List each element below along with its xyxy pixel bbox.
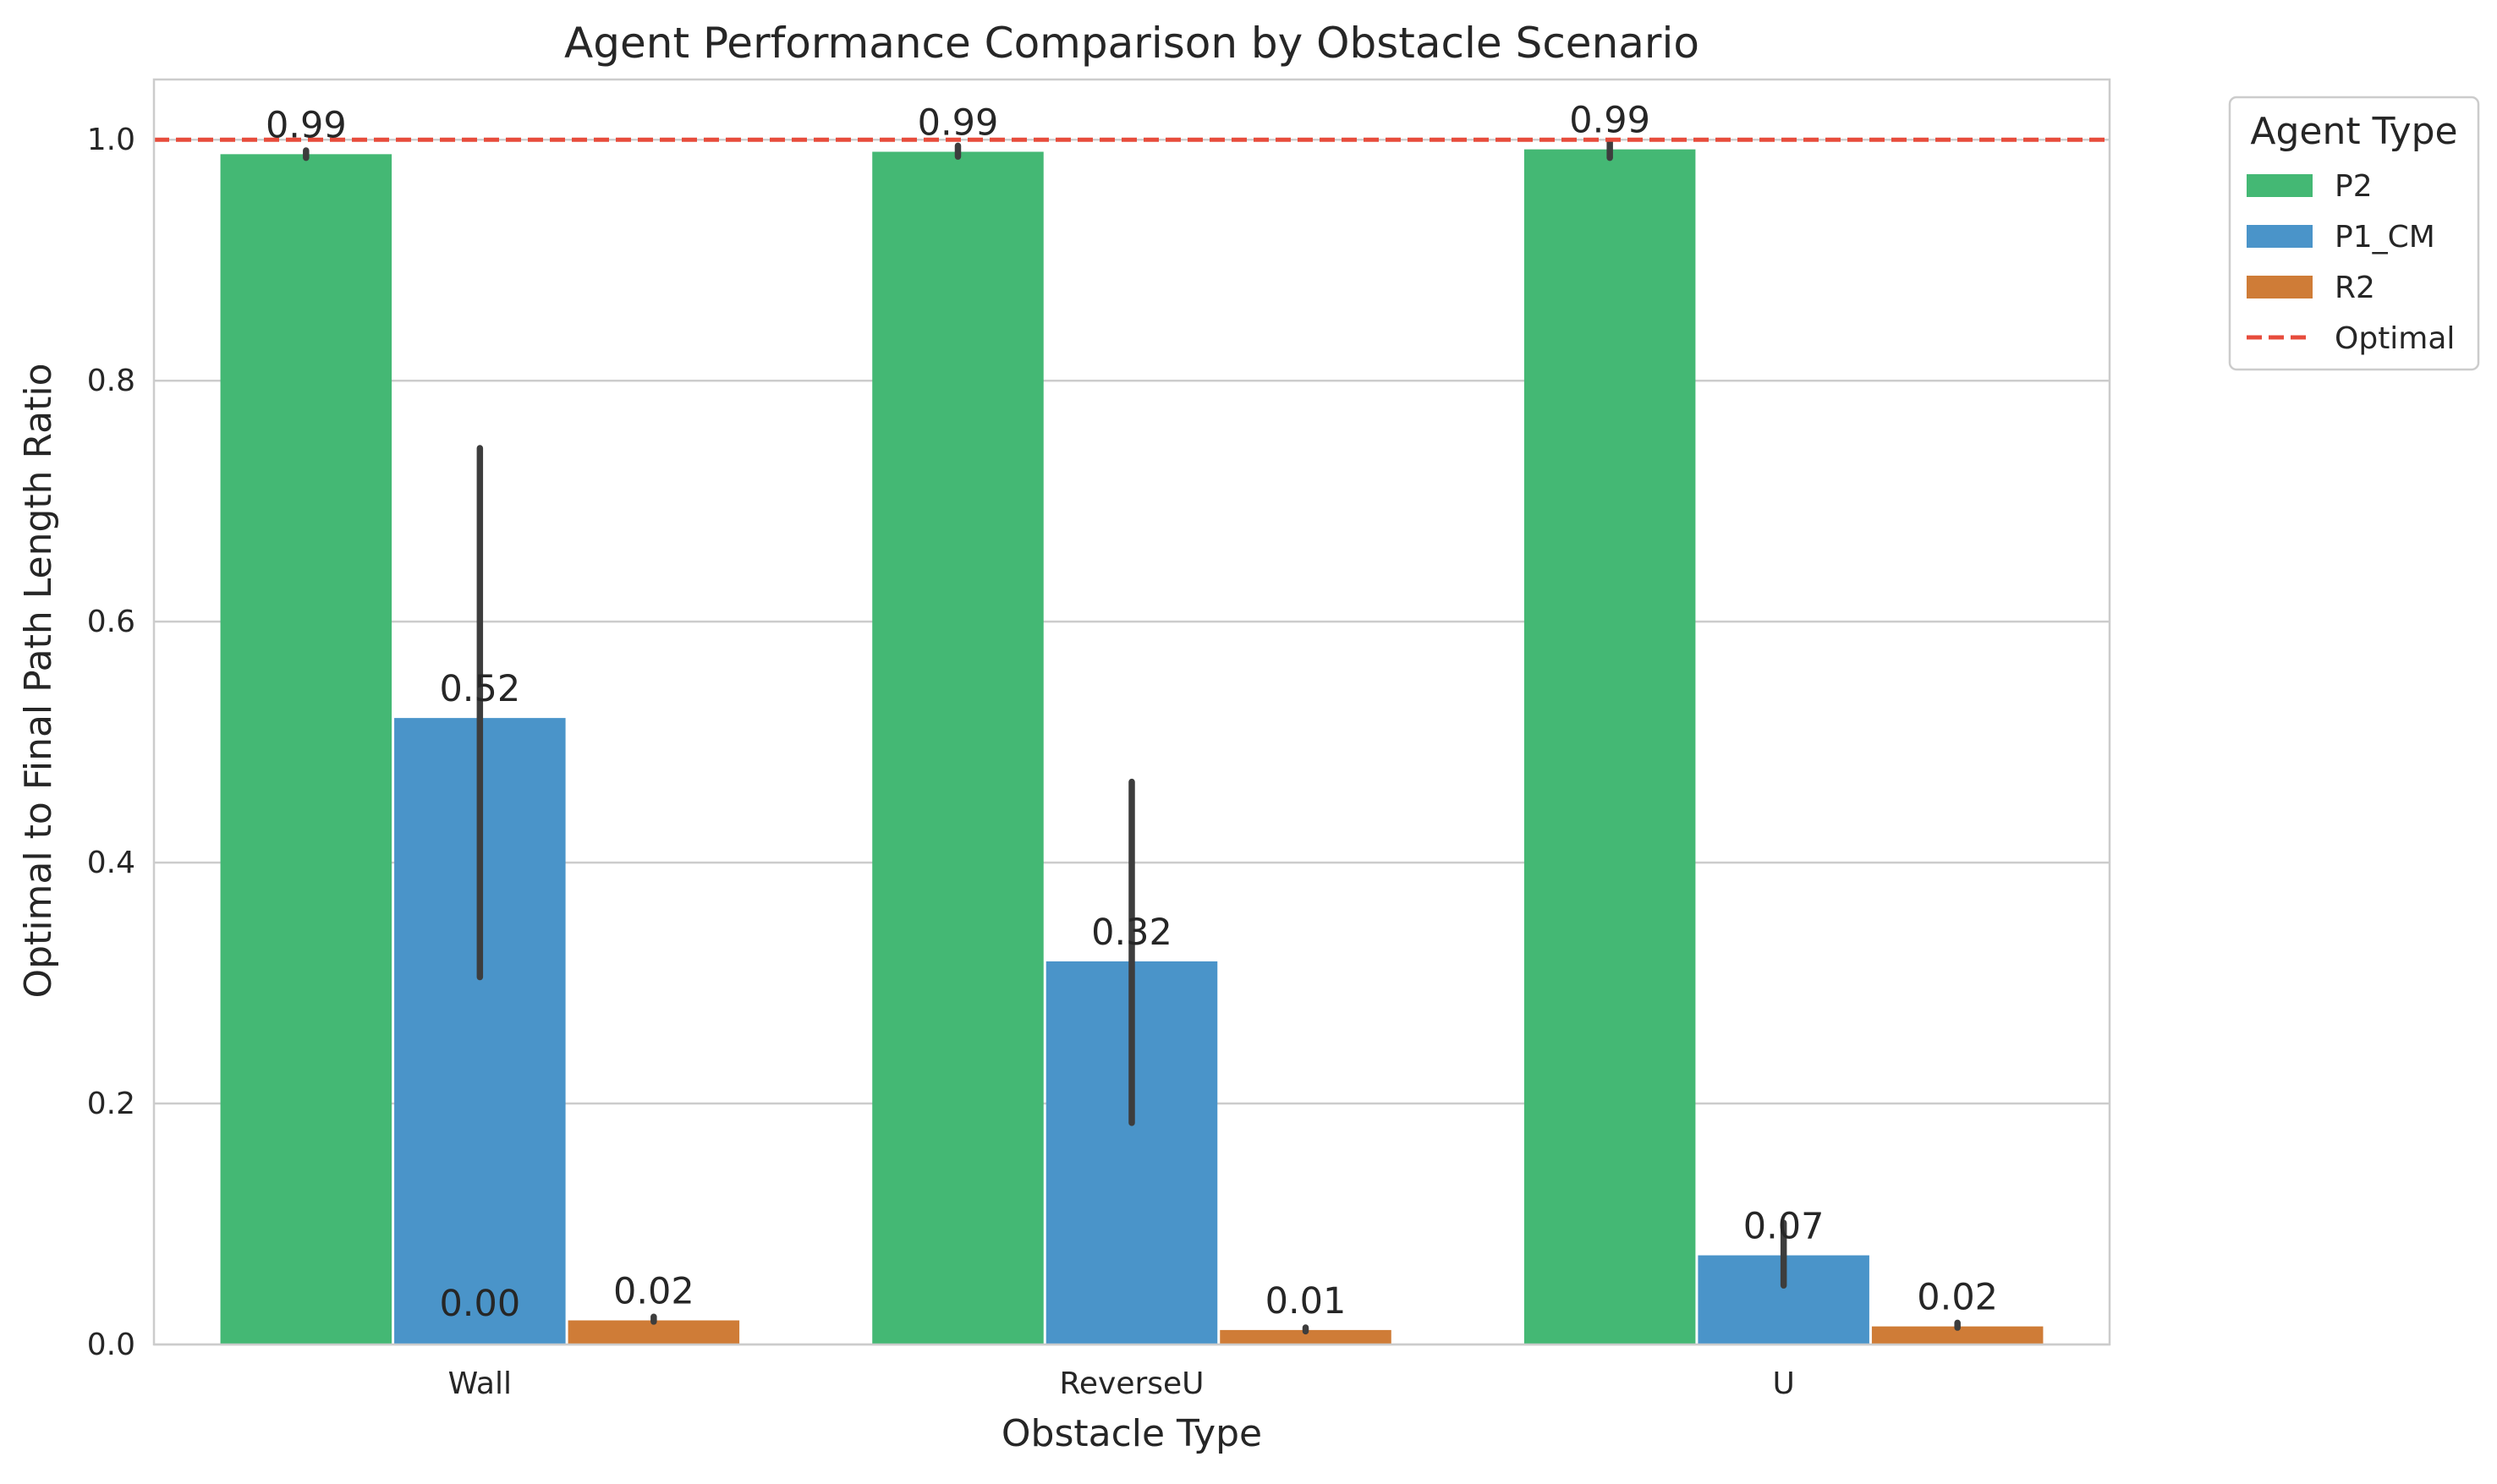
bar-P2-U <box>1523 149 1696 1344</box>
plot-area-frame <box>152 78 2111 1346</box>
legend-swatch-P1_CM <box>2247 225 2313 248</box>
y-tick-label: 0.4 <box>87 846 135 880</box>
legend-label-P2: P2 <box>2335 169 2373 204</box>
data-label: 0.32 <box>1091 912 1172 954</box>
bar-R2-ReverseU <box>1220 1329 1391 1344</box>
y-axis-ticks: 0.0 0.2 0.4 0.6 0.8 1.0 <box>87 123 135 1362</box>
legend-entries: P2 P1_CM R2 Optimal <box>2247 169 2455 356</box>
x-axis-ticks: Wall ReverseU U <box>448 1366 1795 1401</box>
data-label: 0.99 <box>1569 100 1650 142</box>
y-tick-label: 0.0 <box>87 1328 135 1362</box>
x-axis-label: Obstacle Type <box>1002 1412 1262 1455</box>
bar-P2-Wall <box>220 154 392 1345</box>
legend-swatch-R2 <box>2247 276 2313 298</box>
bar-R2-U <box>1871 1326 2044 1344</box>
data-label: 0.02 <box>613 1271 694 1313</box>
data-label: 0.07 <box>1743 1206 1825 1248</box>
data-label: 0.02 <box>1917 1277 1998 1319</box>
x-tick-label: Wall <box>448 1366 512 1401</box>
legend-swatch-P2 <box>2247 174 2313 197</box>
data-label: 0.00 <box>439 1283 520 1325</box>
x-tick-label: ReverseU <box>1059 1366 1204 1401</box>
y-tick-label: 0.2 <box>87 1087 135 1121</box>
y-tick-label: 0.8 <box>87 364 135 398</box>
y-tick-label: 0.6 <box>87 605 135 639</box>
bar-P2-ReverseU <box>872 151 1044 1344</box>
y-axis-label: Optimal to Final Path Length Ratio <box>17 364 60 999</box>
data-labels: 0.99 0.99 0.99 0.52 0.32 0.07 0.02 0.01 0.02 0.00 <box>266 100 1998 1325</box>
error-bars <box>303 137 1961 1335</box>
data-label: 0.01 <box>1265 1280 1347 1322</box>
x-tick-label: U <box>1772 1366 1794 1401</box>
data-label: 0.52 <box>439 668 520 710</box>
data-label: 0.99 <box>918 101 999 144</box>
chart-title: Agent Performance Comparison by Obstacle… <box>564 19 1699 68</box>
bars <box>220 149 2044 1345</box>
legend-frame <box>2228 96 2480 371</box>
legend: Agent Type P2 P1_CM R2 Optimal <box>2228 96 2480 371</box>
legend-title: Agent Type <box>2250 110 2457 153</box>
y-tick-label: 1.0 <box>87 123 135 157</box>
legend-label-P1_CM: P1_CM <box>2335 220 2435 255</box>
legend-label-Optimal: Optimal <box>2335 321 2455 356</box>
data-label: 0.99 <box>266 104 347 146</box>
legend-label-R2: R2 <box>2335 271 2375 305</box>
